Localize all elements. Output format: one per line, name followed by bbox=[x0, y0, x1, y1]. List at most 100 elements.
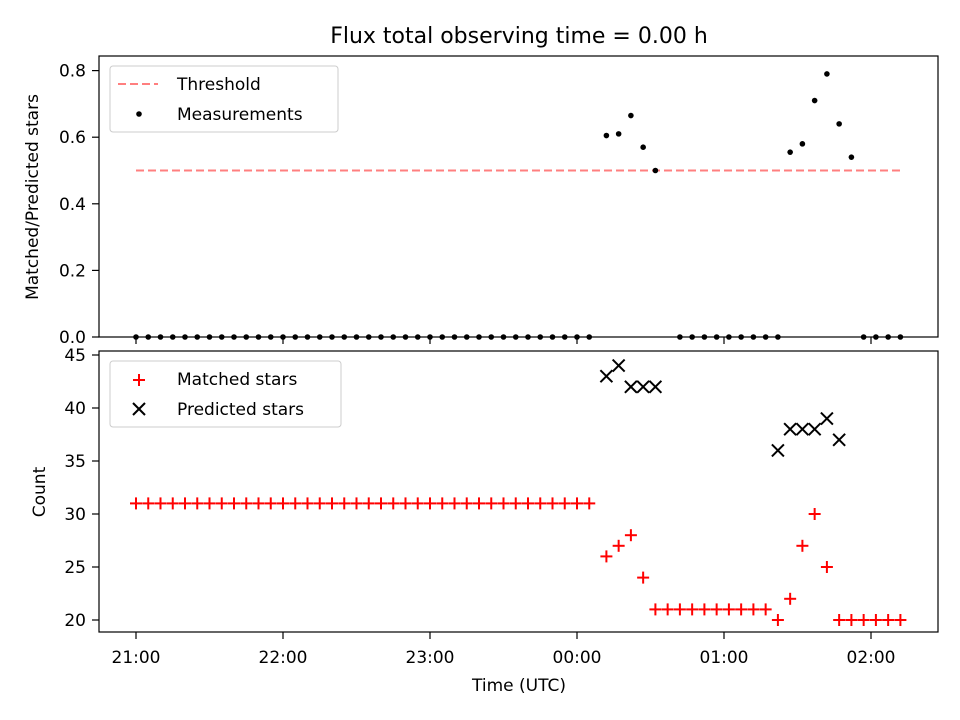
bottom-x-tick-label: 21:00 bbox=[112, 648, 161, 668]
matched-stars-point bbox=[833, 614, 846, 626]
threshold-legend-label: Threshold bbox=[176, 75, 261, 95]
predicted-stars-point bbox=[820, 411, 834, 426]
predicted-stars-legend-swatch bbox=[132, 402, 146, 416]
matched-stars-point bbox=[338, 497, 351, 510]
matched-stars-point bbox=[252, 497, 265, 510]
matched-stars-point bbox=[301, 497, 314, 510]
matched-stars-point bbox=[845, 614, 858, 626]
measurement-point bbox=[836, 121, 842, 127]
matched-stars-point bbox=[571, 497, 583, 510]
matched-stars-point bbox=[509, 497, 522, 510]
matched-stars-point bbox=[546, 497, 559, 510]
matched-stars-point bbox=[448, 497, 461, 510]
matched-stars-point bbox=[869, 614, 882, 626]
matched-stars-point bbox=[460, 497, 473, 510]
matched-stars-point bbox=[649, 603, 662, 616]
measurements-legend-swatch bbox=[136, 111, 142, 117]
bottom-y-axis-label: Count bbox=[30, 466, 50, 517]
measurement-point bbox=[615, 131, 622, 137]
matched-stars-point bbox=[661, 603, 674, 616]
matched-stars-point bbox=[637, 571, 650, 584]
matched-stars-point bbox=[485, 497, 498, 510]
matched-stars-point bbox=[436, 497, 449, 510]
bottom-y-tick-label: 20 bbox=[64, 611, 86, 631]
top-y-tick-label: 0.8 bbox=[59, 62, 86, 82]
top-y-ticks: 0.0 0.2 0.4 0.6 0.8 bbox=[59, 62, 872, 348]
measurement-point bbox=[848, 154, 855, 160]
matched-stars-point bbox=[166, 497, 179, 510]
matched-stars-point bbox=[612, 539, 625, 552]
bottom-legend: Matched stars Predicted stars bbox=[109, 360, 342, 428]
matched-stars-point bbox=[130, 497, 142, 510]
matched-stars-point bbox=[289, 497, 302, 510]
measurement-point bbox=[811, 97, 818, 104]
matched-stars-point bbox=[673, 603, 686, 616]
matched-stars-point bbox=[203, 497, 216, 510]
matched-stars-point bbox=[894, 614, 907, 626]
matched-stars-point bbox=[857, 614, 870, 626]
predicted-stars-point bbox=[783, 422, 797, 436]
predicted-stars-point bbox=[807, 422, 822, 436]
bottom-x-tick-label: 02:00 bbox=[847, 648, 896, 668]
measurement-point bbox=[603, 132, 610, 139]
matched-stars-point bbox=[191, 497, 204, 510]
x-axis-label: Time (UTC) bbox=[471, 676, 566, 696]
matched-stars-point bbox=[722, 603, 735, 616]
matched-stars-point bbox=[820, 561, 833, 573]
top-axes-frame bbox=[98, 55, 939, 338]
matched-stars-point bbox=[215, 497, 228, 510]
bottom-plot-area bbox=[130, 358, 907, 626]
matched-stars-point bbox=[375, 497, 387, 510]
matched-stars-point bbox=[154, 497, 167, 510]
top-panel: 0.00.20.40.60.8 Matched/Predicted stars … bbox=[23, 55, 939, 348]
bottom-x-tick-label: 01:00 bbox=[700, 648, 749, 668]
bottom-y-ticks: 20 25 30 35 40 45 bbox=[64, 346, 99, 631]
predicted-stars-point bbox=[771, 443, 785, 458]
measurements-legend-label: Measurements bbox=[177, 105, 303, 125]
matched-stars-point bbox=[882, 614, 895, 626]
measurement-point bbox=[628, 112, 634, 119]
matched-stars-point bbox=[710, 603, 723, 616]
matched-stars-point bbox=[747, 603, 760, 616]
matched-stars-point bbox=[411, 497, 424, 510]
matched-stars-point bbox=[735, 603, 748, 616]
predicted-stars-point bbox=[611, 358, 626, 373]
matched-stars-point bbox=[534, 497, 547, 510]
top-legend-box bbox=[109, 65, 339, 133]
top-y-tick-label: 0.6 bbox=[59, 128, 86, 148]
matched-stars-legend-label: Matched stars bbox=[177, 370, 297, 390]
top-y-axis-label: Matched/Predicted stars bbox=[23, 94, 43, 300]
matched-stars-point bbox=[796, 539, 809, 552]
measurement-point bbox=[640, 144, 646, 150]
bottom-y-tick-label: 30 bbox=[64, 505, 86, 525]
predicted-stars-point bbox=[832, 433, 846, 447]
predicted-stars-point bbox=[624, 380, 638, 394]
measurement-point bbox=[799, 141, 806, 147]
matched-stars-point bbox=[264, 497, 277, 510]
matched-stars-point bbox=[424, 497, 436, 510]
matched-stars-point bbox=[583, 497, 596, 510]
bottom-y-tick-label: 40 bbox=[64, 399, 86, 419]
matched-stars-point bbox=[522, 497, 534, 510]
top-y-tick-label: 0.0 bbox=[59, 328, 86, 348]
bottom-y-tick-label: 25 bbox=[64, 558, 86, 578]
bottom-x-tick-label: 00:00 bbox=[553, 648, 602, 668]
predicted-stars-point bbox=[636, 380, 650, 394]
bottom-panel: 20 25 30 35 40 45 21:00 22:00 23:00 00:00 01:00 02… bbox=[30, 346, 939, 696]
matched-stars-point bbox=[399, 497, 412, 510]
matched-stars-point bbox=[771, 614, 784, 626]
matched-stars-point bbox=[473, 497, 485, 510]
bottom-x-tick-label: 23:00 bbox=[406, 648, 455, 668]
predicted-stars-point bbox=[795, 422, 810, 436]
matched-stars-point bbox=[179, 497, 191, 510]
measurement-point bbox=[824, 71, 830, 77]
matched-stars-point bbox=[350, 497, 363, 510]
predicted-stars-point bbox=[648, 380, 663, 394]
matched-stars-point bbox=[808, 508, 821, 520]
matched-stars-point bbox=[362, 497, 375, 510]
matched-stars-point bbox=[558, 497, 571, 510]
measurement-point bbox=[787, 149, 793, 155]
bottom-legend-box bbox=[109, 360, 342, 428]
matched-stars-point bbox=[240, 497, 253, 510]
